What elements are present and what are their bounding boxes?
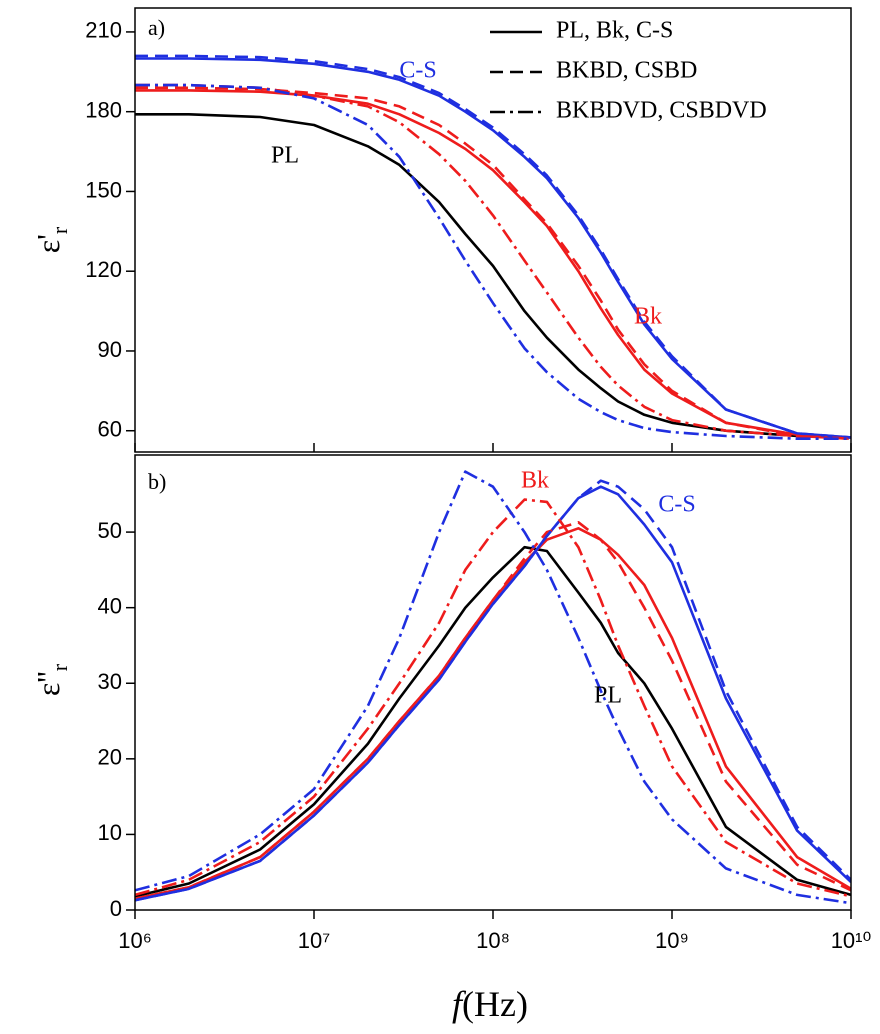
legend-label: BKBD, CSBD	[556, 58, 697, 84]
y-tick-label: 120	[85, 257, 122, 282]
annotation: C-S	[658, 492, 695, 518]
y-label-sub: r	[47, 663, 72, 671]
y-tick-label: 0	[110, 896, 122, 921]
y-label-main: ε'	[30, 234, 66, 253]
x-tick-label: 10⁷	[298, 928, 330, 953]
x-label-rest: (Hz)	[462, 984, 528, 1024]
annotation: C-S	[399, 58, 436, 84]
plot-frame	[134, 7, 852, 453]
x-axis-label: f(Hz)	[452, 984, 528, 1024]
series-line	[135, 485, 851, 902]
panel-label: b)	[148, 469, 166, 494]
y-tick-label: 210	[85, 18, 122, 43]
x-tick-label: 10⁹	[655, 928, 689, 953]
y-axis-label: ε'r	[30, 226, 72, 253]
series-line	[135, 479, 851, 902]
x-tick-label: 10⁶	[118, 928, 152, 953]
y-tick-label: 50	[98, 518, 122, 543]
y-axis-label: ε''r	[30, 663, 72, 696]
plot-frame	[134, 454, 852, 911]
y-tick-label: 10	[98, 820, 122, 845]
series-line	[135, 470, 851, 905]
panel-label: a)	[148, 15, 165, 40]
legend-label: BKBDVD, CSBDVD	[556, 98, 767, 124]
annotation: Bk	[521, 468, 549, 494]
y-tick-label: 150	[85, 177, 122, 202]
series-line	[135, 521, 851, 900]
y-tick-label: 60	[98, 417, 122, 442]
x-tick-label: 10¹⁰	[831, 928, 872, 953]
series-line	[135, 545, 851, 898]
series-line	[135, 57, 851, 439]
x-tick-label: 10⁸	[476, 928, 510, 953]
series-line	[135, 83, 851, 440]
y-tick-label: 20	[98, 745, 122, 770]
y-label-main: ε''	[30, 671, 66, 696]
series-line	[135, 113, 851, 439]
y-label-sub: r	[47, 226, 72, 234]
y-tick-label: 90	[98, 337, 122, 362]
series-line	[135, 89, 851, 439]
y-tick-label: 180	[85, 98, 122, 123]
series-line	[135, 498, 851, 898]
y-tick-label: 30	[98, 669, 122, 694]
series-line	[135, 83, 851, 440]
annotation: PL	[594, 683, 622, 709]
legend-label: PL, Bk, C-S	[556, 18, 673, 44]
annotation: PL	[271, 143, 299, 169]
y-tick-label: 40	[98, 593, 122, 618]
series-line	[135, 527, 851, 900]
annotation: Bk	[634, 304, 662, 330]
series-line	[135, 86, 851, 440]
series-line	[135, 54, 851, 439]
